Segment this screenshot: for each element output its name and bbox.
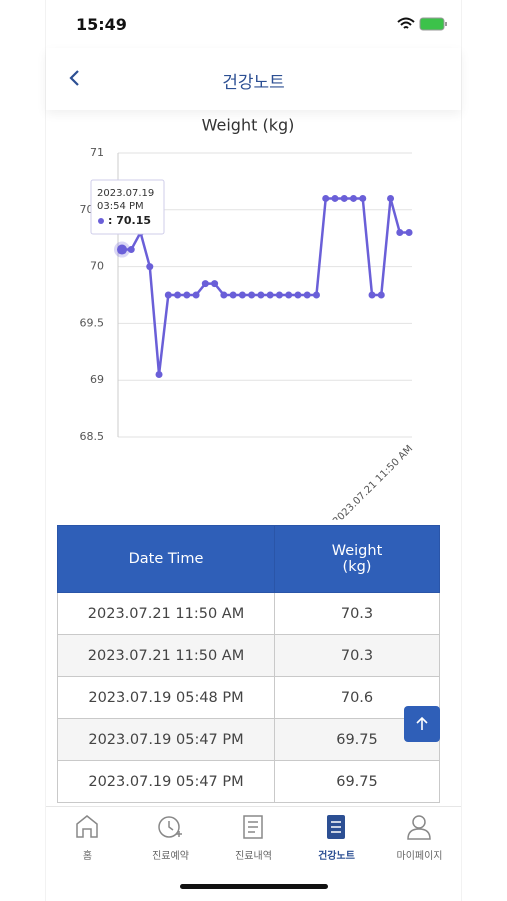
nav-bar: 건강노트 [46,48,461,110]
point [359,194,367,202]
point [257,291,265,299]
status-time: 15:49 [76,15,127,34]
point [312,291,320,299]
tooltip-time: 03:54 PM [97,201,144,212]
point [340,194,348,202]
tooltip-date: 2023.07.19 [97,188,154,199]
y-tick-label: 69.5 [80,316,105,329]
point [275,291,283,299]
tab-label: 건강노트 [318,851,355,862]
tooltip-value: : 70.15 [108,214,151,227]
tooltip: 2023.07.19 03:54 PM : 70.15 [90,179,165,235]
cell: 70.3 [274,592,440,635]
point [285,291,293,299]
y-tick-label: 71 [90,146,104,159]
home-indicator [180,884,328,889]
y-tick-label: 69 [90,373,104,386]
chart-title: Weight (kg) [202,116,295,135]
tab[interactable]: 건강노트 [295,807,378,862]
point [294,291,302,299]
point [201,280,209,288]
cell: 70.3 [274,634,440,677]
point [229,291,237,299]
series-line [122,197,410,375]
point [368,291,376,299]
point [322,194,330,202]
point [146,263,154,271]
point [405,229,413,237]
table-header: Date Time Weight (kg) [57,525,440,593]
tab[interactable]: 마이페이지 [378,807,461,862]
tab-label: 홈 [82,851,93,862]
point [155,371,163,379]
tab-label: 마이페이지 [396,851,443,862]
tab[interactable]: 진료내역 [212,807,295,862]
point [350,194,357,202]
chart: Weight (kg) 68.56969.57070.5712023.07.21… [80,116,416,521]
cell: 2023.07.21 11:50 AM [57,592,275,635]
point [377,291,385,299]
x-tick-label: 2023.07.21 11:50 AM [331,443,415,520]
status-icons [397,17,447,31]
point [164,291,172,299]
point [238,291,246,299]
point [183,291,191,299]
scroll-top-button[interactable] [404,706,440,742]
tooltip-swatch [98,218,104,224]
point [303,291,311,299]
table-row: 2023.07.19 05:47 PM 69.75 [57,760,440,803]
cell: 2023.07.19 05:48 PM [57,676,275,719]
y-tick-label: 68.5 [80,430,105,443]
point [117,244,127,255]
table-row: 2023.07.19 05:47 PM 69.75 [57,718,440,761]
point [396,229,404,237]
point [387,194,395,202]
point [266,291,274,299]
tab[interactable]: 홈 [46,807,129,862]
point [211,280,219,288]
cell: 2023.07.21 11:50 AM [57,634,275,677]
tab-label: 진료예약 [152,851,189,862]
back-button[interactable] [68,68,82,88]
cell: 2023.07.19 05:47 PM [57,760,275,803]
tooltip-box [90,179,165,235]
point [192,291,200,299]
point [174,291,182,299]
table-row: 2023.07.19 05:48 PM 70.6 [57,676,440,719]
data-table: Date Time Weight (kg) 2023.07.21 11:50 AM… [57,525,440,803]
tab[interactable]: 진료예약 [129,807,212,862]
point [127,246,135,254]
cell: 69.75 [274,760,440,803]
cell: 2023.07.19 05:47 PM [57,718,275,761]
point [248,291,256,299]
point [331,194,339,202]
tab-label: 진료내역 [235,851,272,862]
header-cell: Date Time [57,525,275,593]
header-cell: Weight (kg) [274,525,440,593]
table-row: 2023.07.21 11:50 AM 70.3 [57,634,440,677]
table-row: 2023.07.21 11:50 AM 70.3 [57,592,440,635]
point [220,291,228,299]
y-tick-label: 70 [90,260,104,273]
nav-title: 건강노트 [222,73,285,93]
